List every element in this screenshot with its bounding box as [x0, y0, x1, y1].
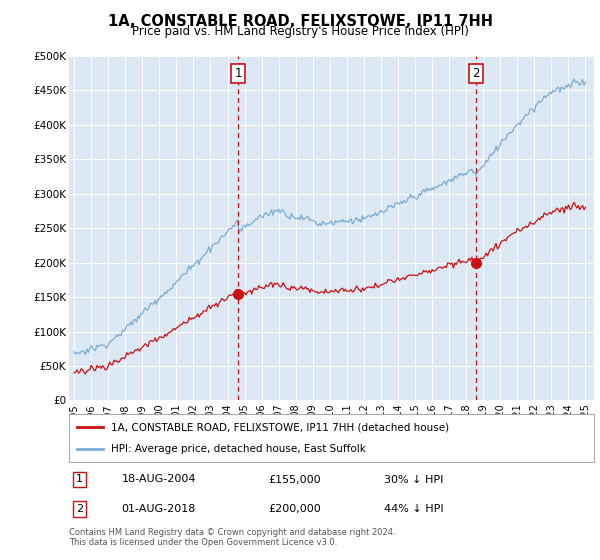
Text: 18-AUG-2004: 18-AUG-2004: [121, 474, 196, 484]
Text: 1: 1: [235, 67, 242, 80]
Text: 1A, CONSTABLE ROAD, FELIXSTOWE, IP11 7HH: 1A, CONSTABLE ROAD, FELIXSTOWE, IP11 7HH: [107, 14, 493, 29]
Text: 2: 2: [76, 504, 83, 514]
Text: £155,000: £155,000: [269, 474, 321, 484]
Text: 1: 1: [76, 474, 83, 484]
Text: 44% ↓ HPI: 44% ↓ HPI: [384, 504, 443, 514]
Text: HPI: Average price, detached house, East Suffolk: HPI: Average price, detached house, East…: [111, 444, 366, 454]
Text: 30% ↓ HPI: 30% ↓ HPI: [384, 474, 443, 484]
Text: 2: 2: [472, 67, 480, 80]
Text: Contains HM Land Registry data © Crown copyright and database right 2024.
This d: Contains HM Land Registry data © Crown c…: [69, 528, 395, 547]
Text: 1A, CONSTABLE ROAD, FELIXSTOWE, IP11 7HH (detached house): 1A, CONSTABLE ROAD, FELIXSTOWE, IP11 7HH…: [111, 422, 449, 432]
Text: 01-AUG-2018: 01-AUG-2018: [121, 504, 196, 514]
Text: Price paid vs. HM Land Registry's House Price Index (HPI): Price paid vs. HM Land Registry's House …: [131, 25, 469, 38]
Text: £200,000: £200,000: [269, 504, 321, 514]
